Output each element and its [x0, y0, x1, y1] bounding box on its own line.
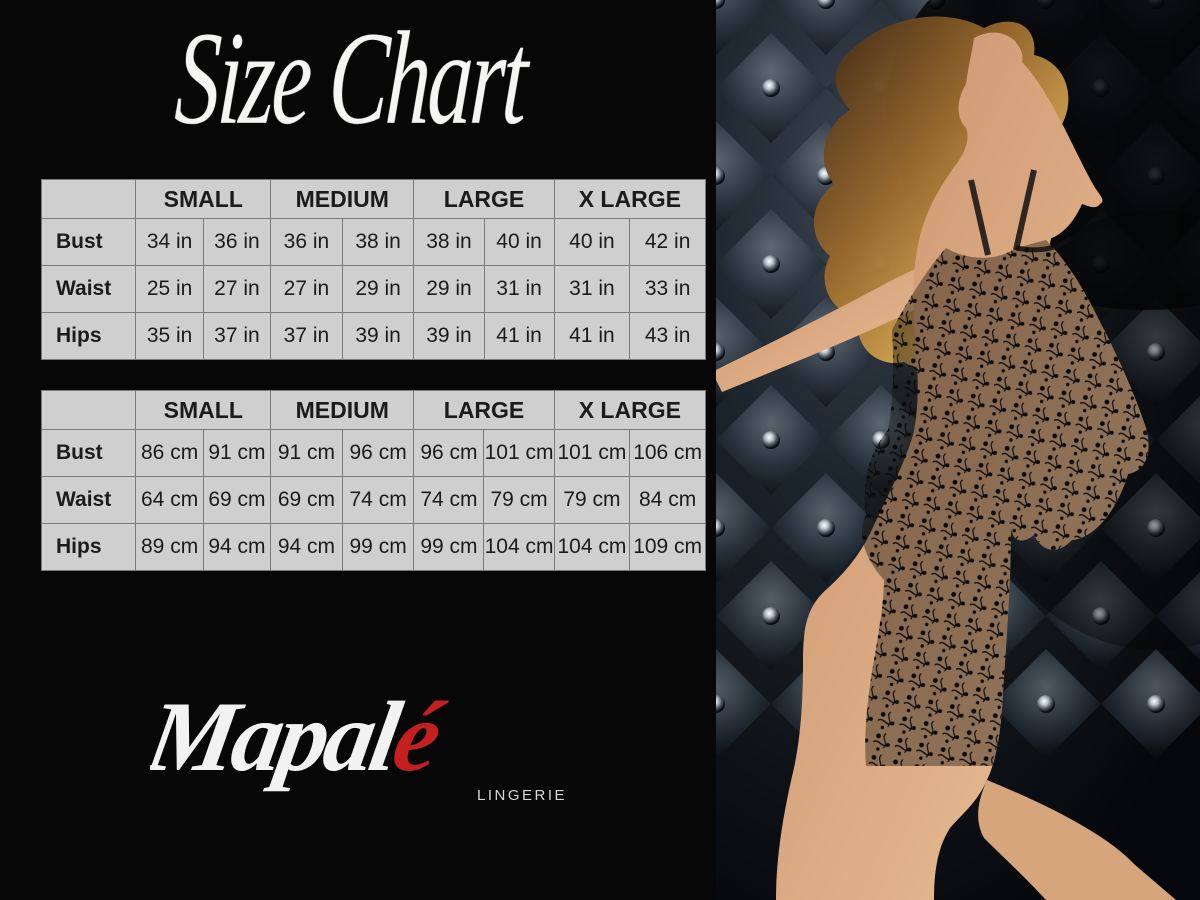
svg-text:Mapalé: Mapalé — [150, 681, 453, 792]
